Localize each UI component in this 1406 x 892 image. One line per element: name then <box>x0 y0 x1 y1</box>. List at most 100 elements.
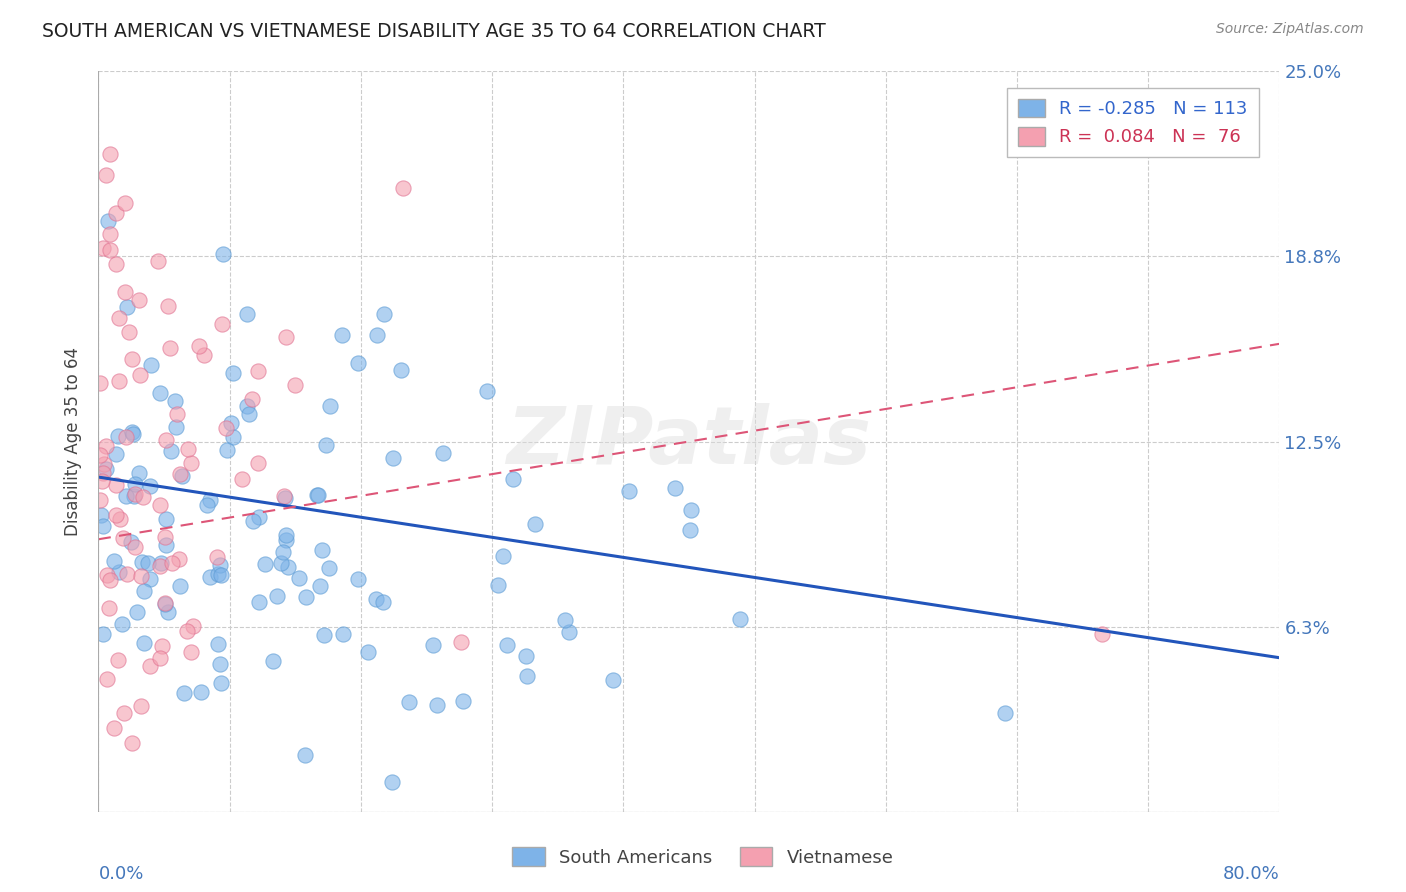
Point <box>132 491 155 505</box>
Point <box>357 645 380 659</box>
Point <box>167 551 190 566</box>
Point <box>516 669 538 683</box>
Point <box>153 597 176 611</box>
Point <box>149 386 172 401</box>
Point <box>347 572 370 586</box>
Point <box>273 489 295 503</box>
Point <box>166 407 188 421</box>
Point <box>165 419 187 434</box>
Point <box>124 541 146 555</box>
Point <box>107 653 129 667</box>
Point <box>222 366 245 380</box>
Point <box>180 645 202 659</box>
Point <box>89 376 111 390</box>
Text: Source: ZipAtlas.com: Source: ZipAtlas.com <box>1216 22 1364 37</box>
Point <box>136 556 159 570</box>
Point <box>155 512 177 526</box>
Point <box>114 285 136 299</box>
Point <box>294 590 316 604</box>
Point <box>242 514 264 528</box>
Text: 0.0%: 0.0% <box>98 865 143 883</box>
Point <box>104 478 127 492</box>
Point <box>276 527 298 541</box>
Point <box>193 348 215 362</box>
Point <box>332 627 354 641</box>
Point <box>392 180 415 194</box>
Point <box>381 775 404 789</box>
Point <box>132 636 155 650</box>
Point <box>271 544 294 558</box>
Point <box>502 472 524 486</box>
Point <box>270 556 292 570</box>
Point <box>91 627 114 641</box>
Point <box>155 433 177 447</box>
Point <box>215 421 238 435</box>
Point <box>94 168 117 182</box>
Point <box>274 533 297 547</box>
Point <box>205 550 228 565</box>
Point <box>111 617 134 632</box>
Point <box>253 557 276 571</box>
Point <box>128 293 150 307</box>
Point <box>90 508 112 523</box>
Point <box>112 706 135 720</box>
Point <box>332 327 354 342</box>
Point <box>486 577 509 591</box>
Text: ZIPatlas: ZIPatlas <box>506 402 872 481</box>
Point <box>115 430 138 444</box>
Point <box>91 474 114 488</box>
Point <box>515 648 537 663</box>
Point <box>162 556 184 570</box>
Point <box>236 399 259 413</box>
Point <box>617 483 640 498</box>
Point <box>124 487 146 501</box>
Point <box>200 493 222 508</box>
Text: SOUTH AMERICAN VS VIETNAMESE DISABILITY AGE 35 TO 64 CORRELATION CHART: SOUTH AMERICAN VS VIETNAMESE DISABILITY … <box>42 22 825 41</box>
Point <box>96 672 118 686</box>
Point <box>994 706 1017 720</box>
Point <box>238 407 260 421</box>
Point <box>247 510 270 524</box>
Point <box>103 554 125 568</box>
Point <box>274 330 297 344</box>
Point <box>319 400 342 414</box>
Point <box>422 639 444 653</box>
Point <box>432 445 454 459</box>
Point <box>274 491 297 505</box>
Point <box>125 605 148 619</box>
Point <box>389 362 412 376</box>
Point <box>728 612 751 626</box>
Point <box>105 447 128 461</box>
Point <box>108 512 131 526</box>
Point <box>247 595 270 609</box>
Point <box>117 300 139 314</box>
Point <box>107 429 129 443</box>
Point <box>150 556 173 570</box>
Point <box>93 458 115 472</box>
Point <box>318 560 340 574</box>
Point <box>309 579 332 593</box>
Point <box>176 624 198 638</box>
Point <box>198 570 221 584</box>
Point <box>346 356 368 370</box>
Point <box>139 572 162 586</box>
Point <box>89 493 111 508</box>
Point <box>211 318 233 332</box>
Point <box>160 444 183 458</box>
Point <box>679 503 702 517</box>
Point <box>373 595 395 609</box>
Point <box>93 241 115 255</box>
Point <box>195 499 218 513</box>
Point <box>450 635 472 649</box>
Point <box>96 462 118 476</box>
Point <box>165 393 187 408</box>
Point <box>180 456 202 470</box>
Point <box>311 542 333 557</box>
Point <box>111 531 134 545</box>
Point <box>173 686 195 700</box>
Point <box>266 589 288 603</box>
Point <box>366 327 388 342</box>
Point <box>208 558 231 573</box>
Point <box>262 654 284 668</box>
Point <box>104 206 127 220</box>
